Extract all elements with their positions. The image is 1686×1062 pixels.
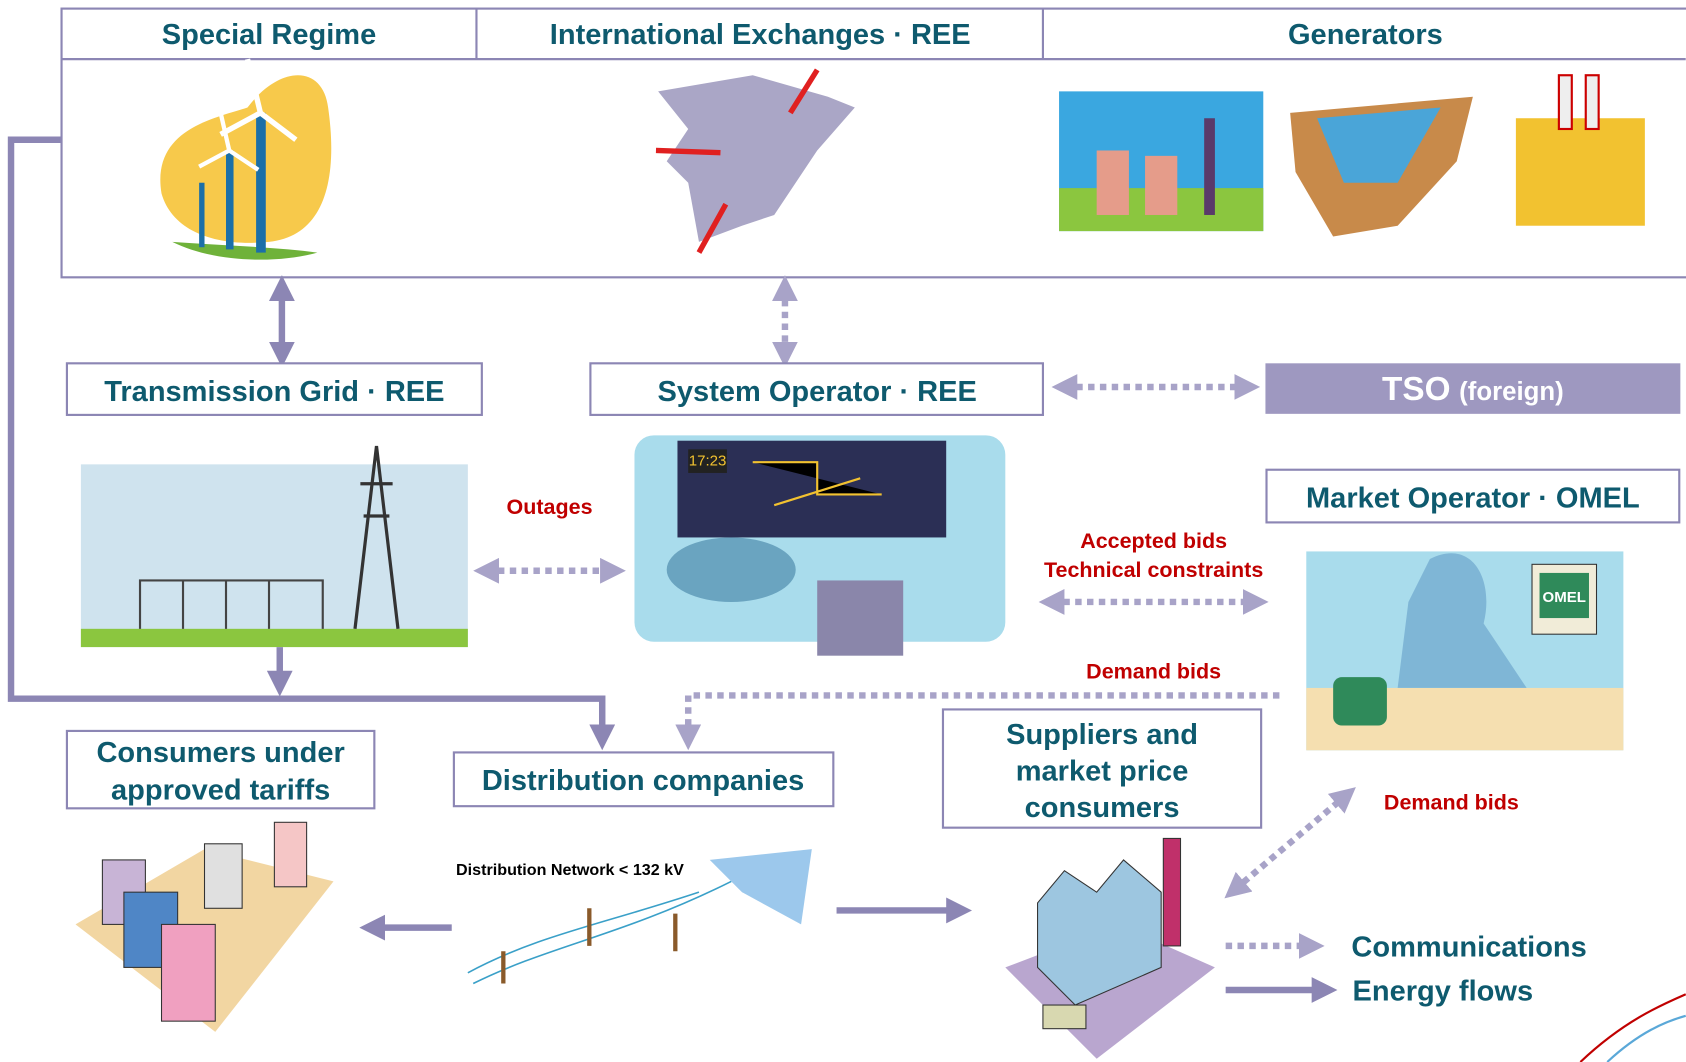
node-label: consumers: [1025, 792, 1180, 824]
node-label: Transmission Grid · REE: [104, 376, 444, 408]
page: Special Regime International Exchanges ·…: [0, 0, 1686, 1062]
node-label: Suppliers and: [1006, 719, 1198, 751]
edge-label: Technical constraints: [1044, 558, 1263, 582]
node-label: Market Operator · OMEL: [1306, 482, 1640, 514]
market-operator-illustration: OMEL: [1306, 551, 1623, 750]
header-cell: International Exchanges · REE: [550, 19, 971, 51]
edge-label: Distribution Network < 132 kV: [456, 861, 684, 879]
edge-label: Accepted bids: [1080, 529, 1227, 553]
edge-label: Outages: [507, 495, 593, 519]
control-room-illustration: 17:23: [634, 435, 1005, 655]
factory-illustration: [1005, 838, 1215, 1058]
clock-label: 17:23: [689, 452, 727, 469]
decoration: [1580, 994, 1685, 1062]
node-label: Consumers under: [96, 737, 344, 769]
node-label: System Operator · REE: [658, 376, 977, 408]
legend-label: Energy flows: [1353, 976, 1534, 1008]
node-label: market price: [1016, 755, 1189, 787]
city-illustration: [76, 822, 334, 1032]
header-cell: Generators: [1288, 19, 1443, 51]
header-cell: Special Regime: [162, 19, 376, 51]
transmission-illustration: [81, 446, 468, 647]
edge-label: Demand bids: [1384, 790, 1519, 814]
legend-label: Communications: [1351, 932, 1586, 964]
node-label: Distribution companies: [482, 765, 804, 797]
decoration: [1607, 1016, 1685, 1062]
monitor-label: OMEL: [1543, 589, 1586, 606]
edge-label: Demand bids: [1086, 659, 1221, 683]
node-label: approved tariffs: [111, 775, 330, 807]
diagram: Special Regime International Exchanges ·…: [0, 0, 1686, 1062]
